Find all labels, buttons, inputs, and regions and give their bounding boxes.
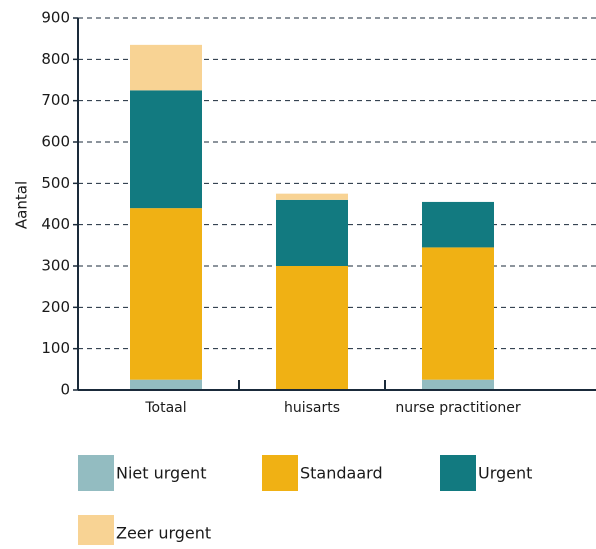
bar-segment — [130, 44, 202, 91]
legend-label: Standaard — [300, 464, 383, 483]
bar-segment — [130, 90, 202, 209]
bar-segment — [422, 379, 494, 390]
y-tick-label: 100 — [41, 339, 70, 357]
legend-label: Urgent — [478, 464, 532, 483]
bar-segment — [422, 201, 494, 248]
legend-swatch — [262, 455, 298, 491]
y-tick-label: 700 — [41, 91, 70, 109]
y-axis-label: Aantal — [13, 181, 31, 229]
legend-swatch — [78, 455, 114, 491]
y-tick-label: 200 — [41, 298, 70, 316]
y-tick-label: 600 — [41, 133, 70, 151]
y-tick-label: 800 — [41, 50, 70, 68]
bar-segment — [130, 208, 202, 380]
bar-segment — [276, 199, 348, 266]
legend-label: Zeer urgent — [116, 524, 211, 543]
x-tick-label: Totaal — [144, 400, 186, 416]
y-tick-label: 0 — [60, 381, 70, 399]
bar-segment — [130, 379, 202, 390]
bar-segment — [276, 193, 348, 200]
legend-label: Niet urgent — [116, 464, 206, 483]
y-tick-label: 300 — [41, 257, 70, 275]
x-tick-label: nurse practitioner — [395, 400, 521, 416]
bar-segment — [422, 247, 494, 380]
y-tick-label: 400 — [41, 215, 70, 233]
y-tick-label: 500 — [41, 174, 70, 192]
bar-segment — [276, 266, 348, 390]
x-tick-label: huisarts — [284, 400, 340, 416]
y-tick-label: 900 — [41, 9, 70, 27]
legend-swatch — [78, 515, 114, 549]
legend-swatch — [440, 455, 476, 491]
